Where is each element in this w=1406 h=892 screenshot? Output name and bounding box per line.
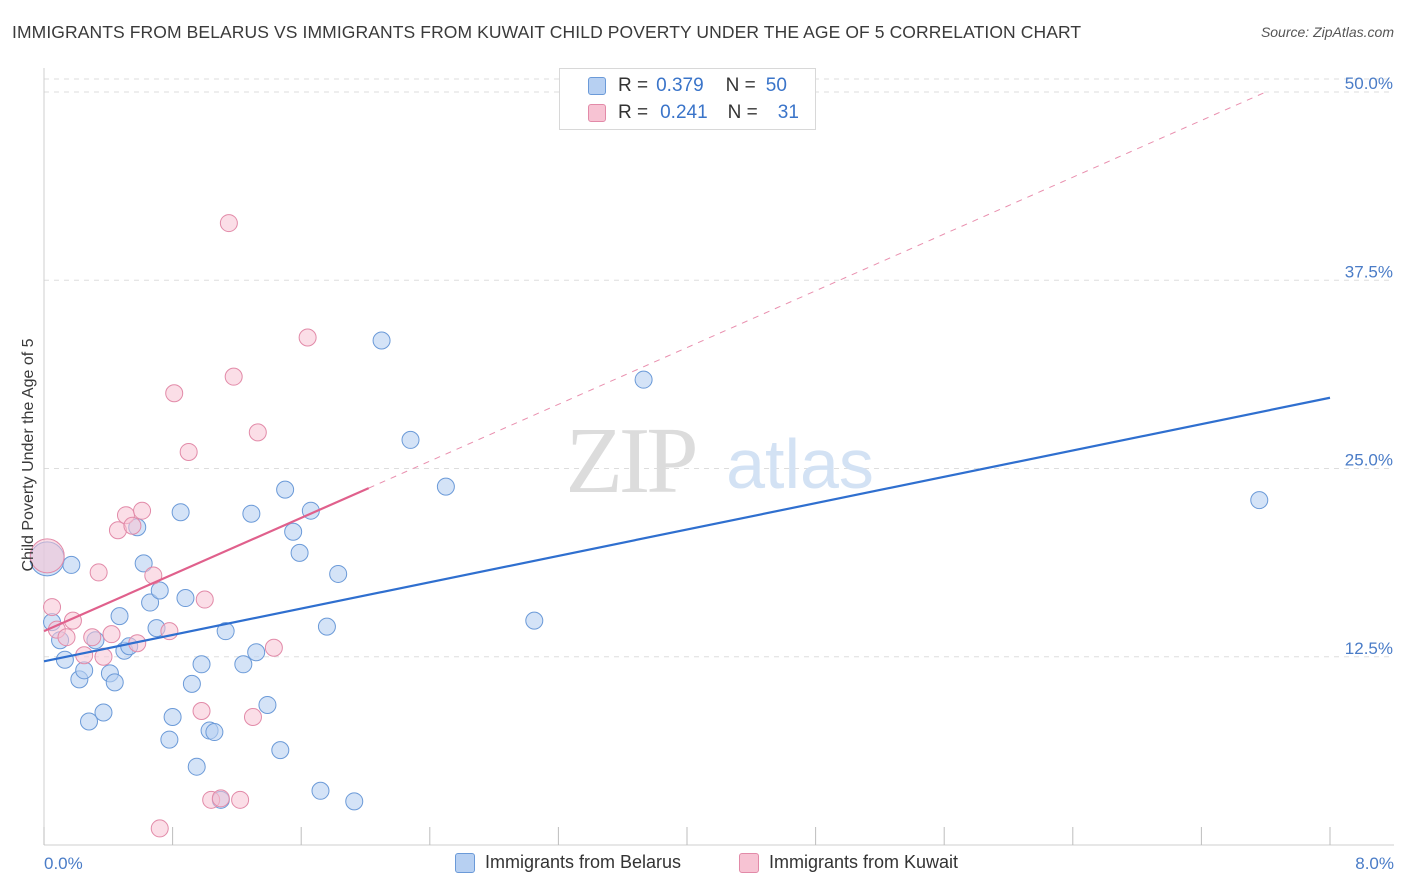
x-tick-label-right: 8.0%: [1355, 854, 1394, 873]
legend-swatch-kuwait: [588, 104, 606, 122]
watermark-zip: ZIP: [566, 409, 696, 513]
grid-lines: [44, 78, 1394, 658]
kuwait-points: [29, 214, 317, 838]
belarus-point: [242, 504, 261, 523]
belarus-point: [110, 607, 129, 626]
belarus-point: [525, 611, 544, 630]
belarus-point: [163, 708, 182, 726]
bottom-legend-swatch-belarus: [455, 852, 475, 873]
belarus-point: [401, 430, 420, 449]
legend-row-kuwait: R = 0.241 N = 31: [618, 100, 799, 126]
legend-n-value: 50: [765, 75, 787, 96]
kuwait-point: [83, 628, 102, 647]
legend-r-value: 0.379: [656, 75, 704, 96]
belarus-point: [80, 712, 99, 731]
kuwait-trend-extension: [368, 91, 1266, 489]
belarus-point: [94, 703, 113, 722]
legend-n-label: N =: [725, 75, 756, 96]
kuwait-point: [224, 367, 243, 386]
axes: [43, 68, 1394, 846]
belarus-point: [105, 673, 124, 692]
legend-r-value: 0.241: [660, 102, 708, 123]
y-tick-label: 37.5%: [1345, 262, 1393, 281]
watermark-atlas: atlas: [726, 425, 874, 503]
kuwait-point: [211, 789, 230, 808]
y-tick-label: 12.5%: [1345, 639, 1393, 658]
belarus-point: [634, 370, 653, 389]
legend-r-label: R =: [618, 102, 649, 123]
belarus-point: [1250, 491, 1269, 510]
kuwait-point: [29, 538, 65, 574]
belarus-point: [216, 622, 235, 641]
kuwait-point: [57, 628, 76, 647]
bottom-legend-label-belarus: Immigrants from Belarus: [485, 852, 682, 872]
kuwait-point: [298, 328, 317, 347]
kuwait-point: [165, 384, 184, 403]
y-axis-label: Child Poverty Under the Age of 5: [20, 338, 37, 571]
bottom-legend-kuwait: Immigrants from Kuwait: [739, 852, 958, 873]
belarus-point: [75, 661, 94, 680]
kuwait-point: [150, 819, 169, 838]
belarus-point: [290, 543, 309, 562]
belarus-point: [205, 723, 224, 742]
belarus-point: [372, 331, 391, 350]
chart-title: IMMIGRANTS FROM BELARUS VS IMMIGRANTS FR…: [12, 22, 1082, 42]
belarus-point: [311, 781, 330, 800]
belarus-point: [55, 650, 74, 669]
belarus-point: [192, 655, 211, 674]
legend-row-belarus: R = 0.379 N = 50: [618, 73, 787, 99]
belarus-point: [150, 581, 169, 600]
kuwait-point: [243, 708, 262, 726]
kuwait-point: [264, 638, 283, 657]
belarus-point: [284, 522, 303, 541]
belarus-point: [160, 730, 179, 749]
kuwait-point: [123, 516, 142, 535]
bottom-legend-label-kuwait: Immigrants from Kuwait: [769, 852, 959, 872]
belarus-point: [247, 643, 266, 662]
kuwait-point: [179, 442, 198, 461]
kuwait-point: [102, 625, 121, 644]
kuwait-point: [89, 563, 108, 582]
belarus-point: [271, 741, 290, 760]
legend-n-label: N =: [727, 102, 758, 123]
belarus-point: [317, 617, 336, 636]
belarus-point: [176, 589, 195, 608]
stats-legend: R = 0.379 N = 50 R = 0.241 N = 31: [559, 68, 816, 130]
belarus-point: [141, 593, 160, 612]
source-credit: Source: ZipAtlas.com: [1260, 24, 1394, 40]
kuwait-point: [248, 423, 267, 442]
trend-lines: [43, 91, 1331, 663]
kuwait-point: [219, 214, 238, 233]
bottom-legend-belarus: Immigrants from Belarus: [455, 852, 681, 873]
belarus-point: [134, 554, 153, 573]
kuwait-point: [231, 790, 250, 809]
tick-labels: 12.5% 25.0% 37.5% 50.0% 0.0% 8.0%: [44, 74, 1394, 873]
x-tick-label-left: 0.0%: [44, 854, 83, 873]
belarus-points: [29, 331, 1269, 811]
belarus-point: [345, 792, 364, 811]
belarus-trend-line: [43, 396, 1331, 663]
legend-swatch-belarus: [588, 77, 606, 95]
y-tick-label: 25.0%: [1345, 451, 1393, 470]
belarus-point: [329, 564, 348, 583]
belarus-point: [276, 480, 295, 499]
belarus-point: [182, 674, 201, 693]
legend-n-value: 31: [777, 102, 799, 123]
bottom-legend-swatch-kuwait: [739, 852, 759, 873]
belarus-point: [258, 695, 277, 714]
belarus-point: [171, 503, 190, 522]
belarus-point: [436, 477, 455, 496]
kuwait-point: [133, 501, 152, 520]
legend-r-label: R =: [618, 75, 649, 96]
watermark: ZIP atlas: [566, 409, 874, 513]
kuwait-point: [192, 701, 211, 720]
kuwait-point: [195, 590, 214, 609]
y-tick-label: 50.0%: [1345, 74, 1393, 93]
belarus-point: [187, 757, 206, 776]
belarus-point: [62, 555, 81, 574]
belarus-point: [234, 655, 253, 674]
kuwait-trend-line: [43, 487, 370, 633]
kuwait-point: [43, 598, 62, 617]
